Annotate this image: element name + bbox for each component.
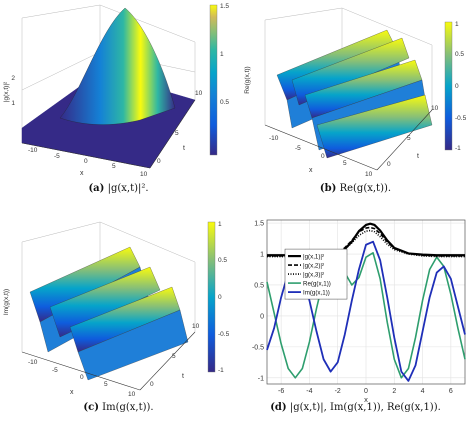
- colorbar-tick: -0.5: [218, 331, 230, 338]
- x-tick: 0: [84, 158, 88, 165]
- y-tick-label: 1: [260, 252, 264, 259]
- x-tick: -5: [295, 145, 301, 152]
- legend-label: |g(x,2)|²: [303, 262, 324, 269]
- x-tick: 10: [365, 171, 373, 178]
- panel-a: 2 1 |g(x,t)|² -10 -5 0 5 10 x 0 5 10 t 1…: [0, 0, 237, 212]
- x-tick: 0: [321, 153, 325, 160]
- caption-text: Im(g(x,t)).: [102, 402, 154, 413]
- x-tick: 5: [112, 163, 116, 170]
- t-tick: 5: [407, 135, 411, 142]
- colorbar-tick: 1: [220, 51, 224, 58]
- x-tick-label: 0: [364, 388, 368, 395]
- y-tick-label: 1.5: [254, 221, 264, 228]
- x-tick: -10: [28, 359, 38, 366]
- colorbar-tick: 0.5: [220, 99, 229, 106]
- surface-plot-c: Im(g(x,t)) -10 -5 0 5 10 x 0 5 10 t 1 0.…: [3, 221, 230, 398]
- panel-b: Re(g(x,t)) -10 -5 0 5 10 x 0 5 10 t 1 0.…: [237, 0, 474, 212]
- colorbar-tick: 0: [218, 294, 222, 301]
- series-line: [266, 251, 466, 379]
- legend-label: Im(g(x,1)): [303, 289, 330, 296]
- caption-a: (a) |g(x,t)|².: [0, 183, 237, 194]
- caption-label: (b): [319, 183, 337, 194]
- colorbar-tick: 1: [455, 21, 459, 28]
- colorbar-tick: 0: [455, 83, 459, 90]
- legend-label: Re(g(x,1)): [303, 280, 331, 287]
- x-tick-label: -4: [306, 388, 312, 395]
- z-axis-label: Im(g(x,t)): [3, 289, 10, 315]
- t-tick: 10: [192, 323, 200, 330]
- t-tick: 0: [157, 158, 161, 165]
- z-tick: 1: [11, 100, 15, 107]
- t-tick: 0: [387, 161, 391, 168]
- x-tick-label: -2: [335, 388, 341, 395]
- wave-surface-b: [276, 29, 433, 159]
- x-tick: 10: [140, 171, 148, 178]
- x-tick: -10: [28, 147, 38, 154]
- t-tick: 10: [431, 105, 439, 112]
- t-tick: 10: [195, 90, 203, 97]
- caption-text: Re(g(x,t)).: [339, 183, 392, 194]
- caption-text: |g(x,t)|².: [107, 183, 149, 194]
- caption-label: (a): [88, 183, 105, 194]
- t-axis-label: t: [417, 153, 419, 160]
- z-tick: 2: [11, 75, 15, 82]
- colorbar-tick: 1.5: [220, 3, 229, 10]
- t-tick: 5: [172, 353, 176, 360]
- caption-d: (d) |g(x,t)|, Im(g(x,1)), Re(g(x,1)).: [237, 402, 474, 413]
- x-axis-label: x: [309, 167, 313, 174]
- caption-label: (d): [270, 402, 287, 413]
- t-axis-label: t: [182, 373, 184, 380]
- colorbar-a: [209, 4, 218, 156]
- colorbar-tick: 0.5: [218, 257, 227, 264]
- legend-box: [284, 248, 348, 300]
- z-axis-label: |g(x,t)|²: [3, 81, 10, 102]
- y-tick-label: -0.5: [252, 344, 264, 351]
- x-tick-label: 2: [392, 388, 396, 395]
- ridge-a: [59, 7, 176, 125]
- panel-d: -6 -4 -2 0 2 4 6 -1 -0.5 0 0.5 1 1.5 x |g(x,1)|² |g(x,2…: [237, 212, 474, 425]
- x-tick: 5: [104, 381, 108, 388]
- plot-frame: [266, 219, 466, 385]
- y-tick-label: -1: [258, 375, 264, 382]
- surface-plot-b: Re(g(x,t)) -10 -5 0 5 10 x 0 5 10 t 1 0.…: [244, 7, 467, 178]
- x-axis-label: x: [70, 389, 74, 396]
- caption-text: |g(x,t)|, Im(g(x,1)), Re(g(x,1)).: [289, 402, 441, 413]
- colorbar-c: [207, 221, 216, 373]
- colorbar-tick: -1: [218, 367, 224, 374]
- x-tick-label: 6: [449, 388, 453, 395]
- x-axis-label: x: [364, 395, 368, 402]
- x-tick-label: 4: [421, 388, 425, 395]
- x-tick: 10: [128, 391, 136, 398]
- x-axis-label: x: [80, 170, 84, 177]
- y-tick-label: 0: [260, 313, 264, 320]
- line-chart-d: -6 -4 -2 0 2 4 6 -1 -0.5 0 0.5 1 1.5 x |g(x,1)|² |g(x,2…: [252, 219, 466, 404]
- colorbar-b: [444, 21, 453, 151]
- x-tick: 5: [343, 160, 347, 167]
- y-tick-label: 0.5: [254, 282, 264, 289]
- x-tick: -10: [269, 135, 279, 142]
- t-tick: 5: [175, 130, 179, 137]
- colorbar-tick: 1: [218, 221, 222, 228]
- caption-c: (c) Im(g(x,t)).: [0, 402, 237, 413]
- caption-b: (b) Re(g(x,t)).: [237, 183, 474, 194]
- x-tick: 0: [80, 374, 84, 381]
- z-axis-label: Re(g(x,t)): [244, 66, 251, 93]
- colorbar-tick: -0.5: [455, 115, 467, 122]
- x-tick-label: -6: [278, 388, 284, 395]
- x-tick: -5: [52, 367, 58, 374]
- panel-c: Im(g(x,t)) -10 -5 0 5 10 x 0 5 10 t 1 0.…: [0, 212, 237, 425]
- t-tick: 0: [150, 381, 154, 388]
- t-axis-label: t: [183, 145, 185, 152]
- legend-label: |g(x,3)|²: [303, 271, 324, 278]
- colorbar-tick: -1: [455, 145, 461, 152]
- legend-label: |g(x,1)|²: [303, 253, 324, 260]
- x-tick: -5: [54, 153, 60, 160]
- surface-plot-a: 2 1 |g(x,t)|² -10 -5 0 5 10 x 0 5 10 t 1…: [3, 3, 229, 178]
- wave-surface-c: [29, 246, 189, 381]
- colorbar-tick: 0.5: [455, 51, 464, 58]
- caption-label: (c): [83, 402, 99, 413]
